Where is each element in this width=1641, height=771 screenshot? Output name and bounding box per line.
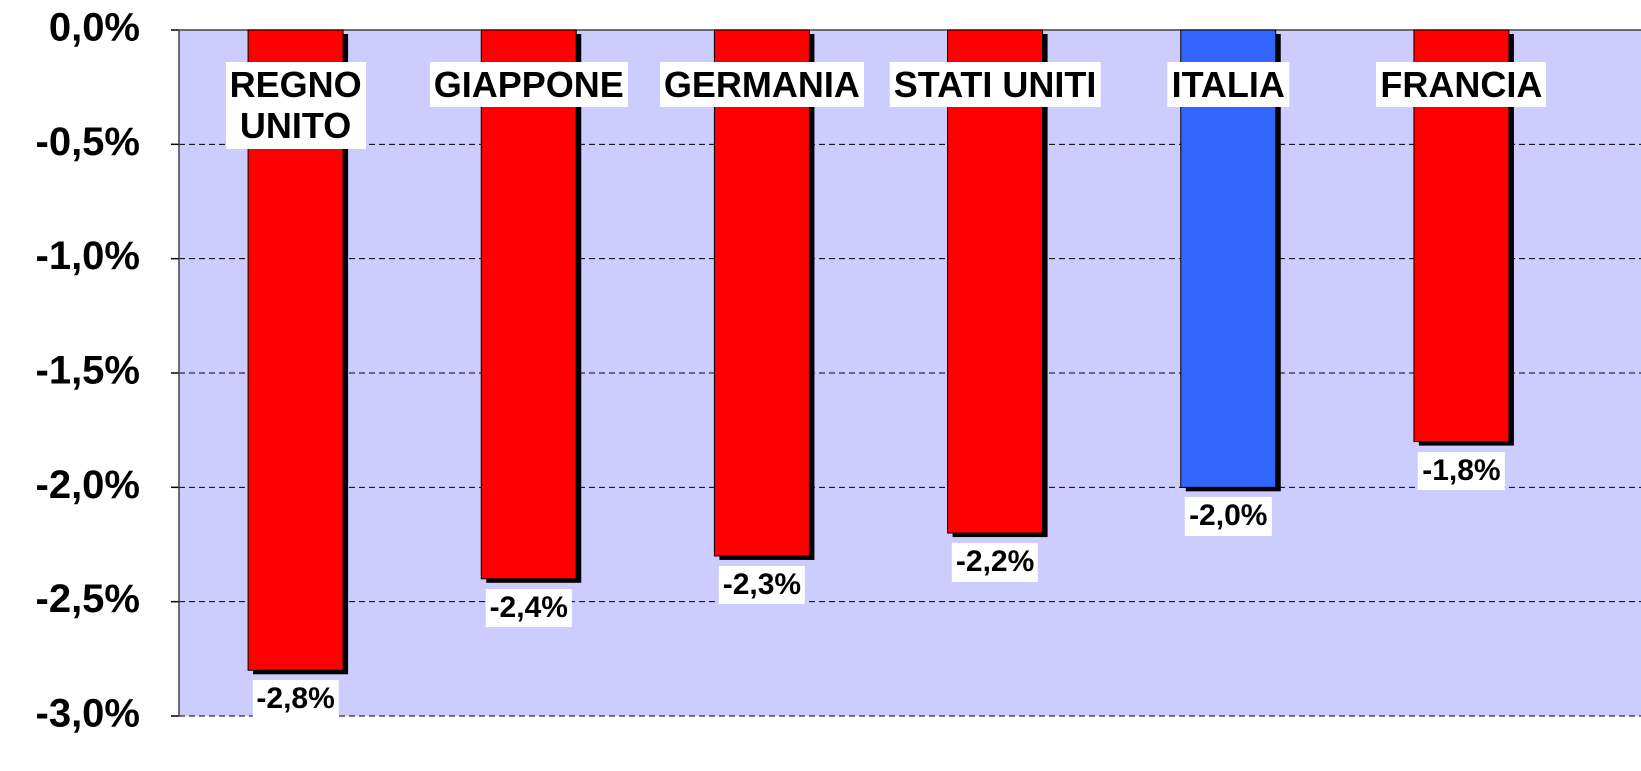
y-tick-label: -2,0% [36,463,141,507]
y-tick-label: -2,5% [36,577,141,621]
y-tick-label: 0,0% [49,6,140,50]
x-tick-label: FRANCIA [1376,62,1547,108]
value-label: -2,0% [1185,497,1272,536]
y-tick-label: -3,0% [36,692,141,736]
x-tick-label: REGNO UNITO [225,62,366,149]
value-label: -2,3% [718,565,806,605]
x-tick-label: STATI UNITI [889,62,1101,108]
bar [713,29,810,557]
value-label: -1,8% [1418,451,1505,491]
value-label: -2,8% [252,680,339,719]
x-tick-label: GERMANIA [659,62,864,108]
y-tick-label: -1,0% [36,234,141,278]
bar [947,29,1044,534]
x-tick-label: ITALIA [1167,62,1289,108]
y-tick-label: -0,5% [36,120,141,164]
y-tick-label: -1,5% [36,349,141,393]
value-label: -2,2% [951,543,1039,582]
x-tick-label: GIAPPONE [429,62,628,108]
bar [480,29,577,580]
value-label: -2,4% [485,588,572,628]
